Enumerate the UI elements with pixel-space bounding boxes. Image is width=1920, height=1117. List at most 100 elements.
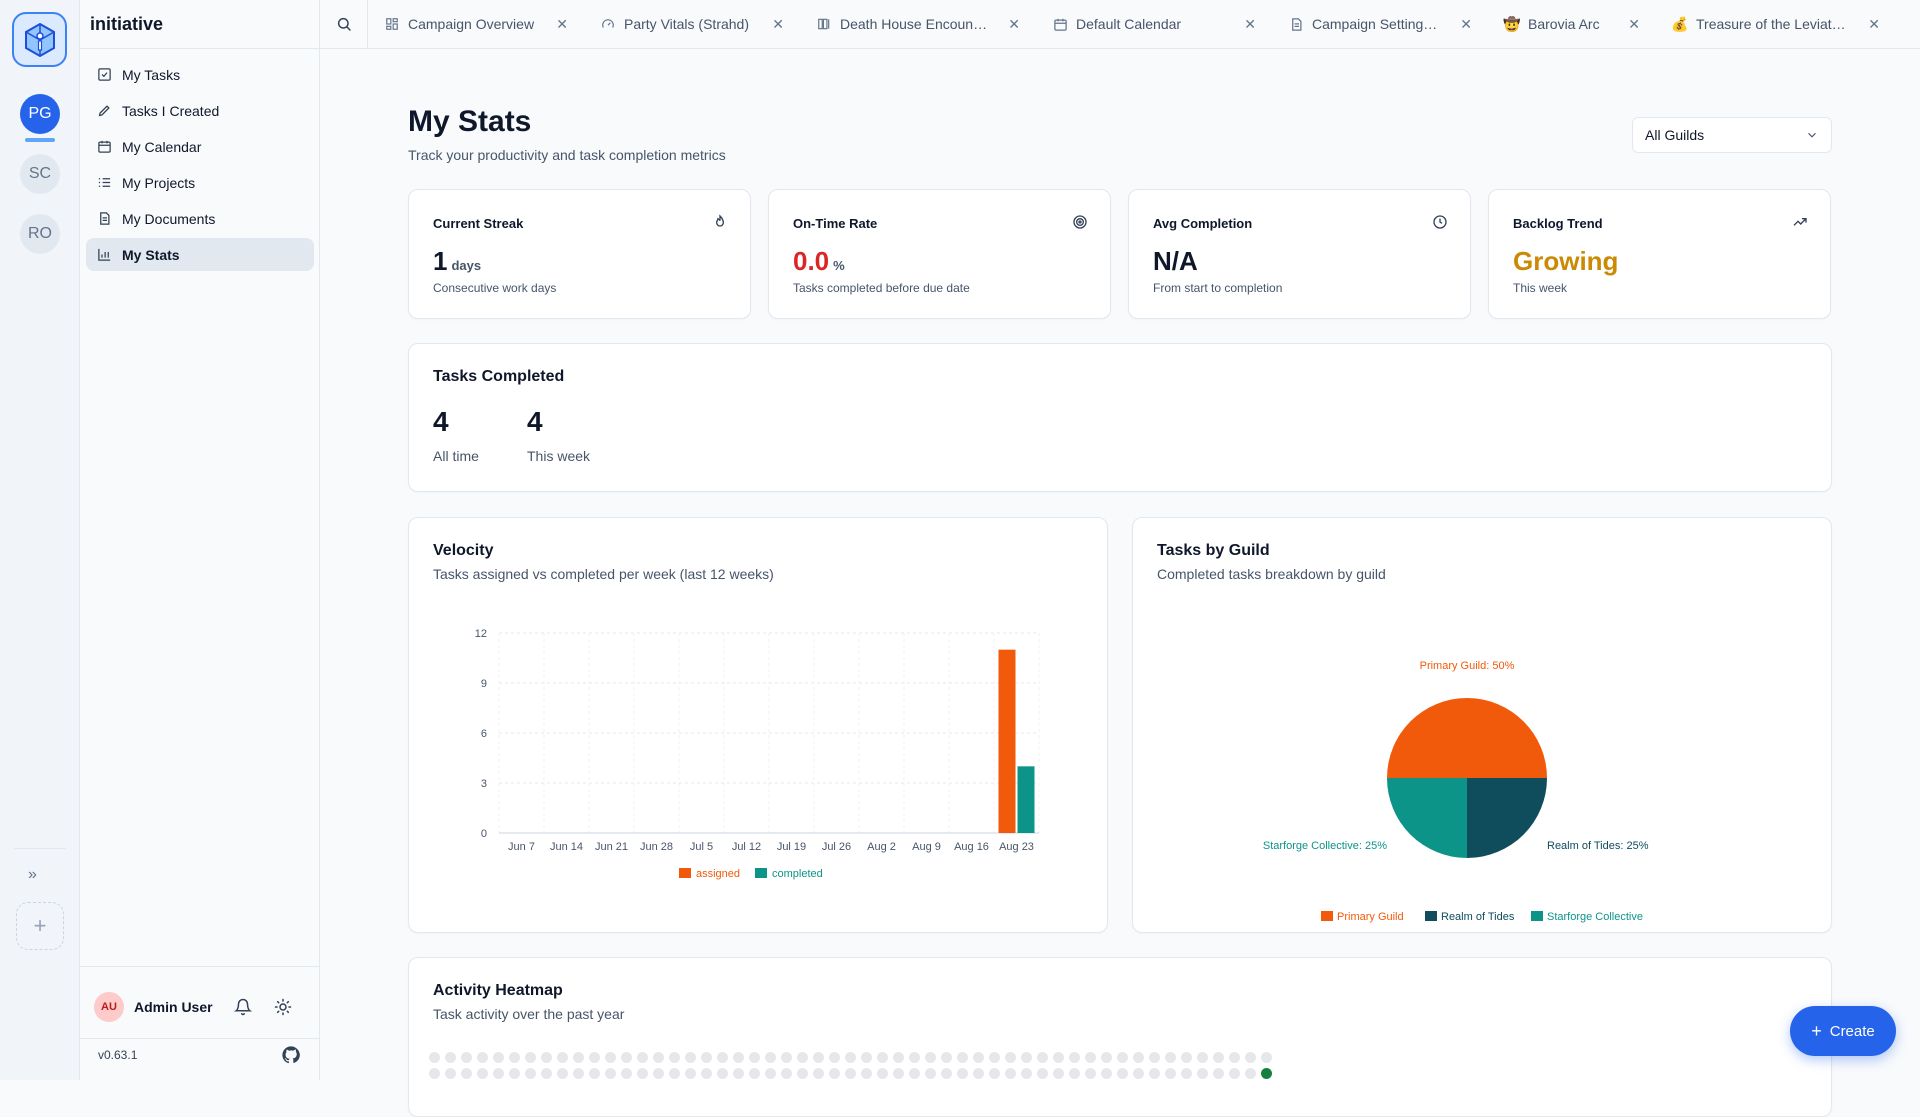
heatmap-cell[interactable] xyxy=(749,1052,760,1063)
heatmap-cell[interactable] xyxy=(621,1068,632,1079)
heatmap-cell[interactable] xyxy=(1005,1052,1016,1063)
close-icon[interactable]: ✕ xyxy=(1008,15,1020,32)
tab-item[interactable]: 💰 Treasure of the Leviathan ✕ xyxy=(1656,0,1896,49)
heatmap-cell[interactable] xyxy=(541,1052,552,1063)
heatmap-cell[interactable] xyxy=(1117,1052,1128,1063)
heatmap-cell[interactable] xyxy=(685,1052,696,1063)
close-icon[interactable]: ✕ xyxy=(556,15,568,32)
sidebar-item-my-calendar[interactable]: My Calendar xyxy=(86,130,314,163)
heatmap-cell[interactable] xyxy=(605,1052,616,1063)
heatmap-cell[interactable] xyxy=(429,1068,440,1079)
heatmap-cell[interactable] xyxy=(1021,1052,1032,1063)
github-icon[interactable] xyxy=(282,1046,300,1069)
close-icon[interactable]: ✕ xyxy=(772,15,784,32)
heatmap-cell[interactable] xyxy=(701,1052,712,1063)
heatmap-cell[interactable] xyxy=(957,1052,968,1063)
guild-filter-select[interactable]: All Guilds xyxy=(1632,117,1832,153)
close-icon[interactable]: ✕ xyxy=(1244,15,1256,32)
heatmap-cell[interactable] xyxy=(1053,1052,1064,1063)
guild-button[interactable]: PG xyxy=(20,94,60,134)
heatmap-cell[interactable] xyxy=(637,1052,648,1063)
heatmap-cell[interactable] xyxy=(1213,1068,1224,1079)
heatmap-cell[interactable] xyxy=(781,1052,792,1063)
heatmap-cell[interactable] xyxy=(701,1068,712,1079)
heatmap-cell[interactable] xyxy=(1213,1052,1224,1063)
app-logo[interactable] xyxy=(12,12,67,67)
heatmap-cell[interactable] xyxy=(733,1068,744,1079)
heatmap-cell[interactable] xyxy=(461,1052,472,1063)
heatmap-cell[interactable] xyxy=(829,1052,840,1063)
heatmap-cell[interactable] xyxy=(589,1052,600,1063)
heatmap-cell[interactable] xyxy=(1261,1068,1272,1079)
sidebar-item-my-tasks[interactable]: My Tasks xyxy=(86,58,314,91)
heatmap-cell[interactable] xyxy=(573,1068,584,1079)
heatmap-cell[interactable] xyxy=(749,1068,760,1079)
close-icon[interactable]: ✕ xyxy=(1868,15,1880,32)
heatmap-cell[interactable] xyxy=(1101,1052,1112,1063)
heatmap-cell[interactable] xyxy=(557,1052,568,1063)
heatmap-cell[interactable] xyxy=(765,1052,776,1063)
heatmap-cell[interactable] xyxy=(1037,1068,1048,1079)
heatmap-cell[interactable] xyxy=(1069,1052,1080,1063)
pie-slice[interactable] xyxy=(1387,698,1547,778)
bar-completed[interactable] xyxy=(1017,766,1035,833)
close-icon[interactable]: ✕ xyxy=(1460,15,1472,32)
sidebar-item-my-stats[interactable]: My Stats xyxy=(86,238,314,271)
sidebar-item-tasks-i-created[interactable]: Tasks I Created xyxy=(86,94,314,127)
heatmap-cell[interactable] xyxy=(669,1052,680,1063)
heatmap-cell[interactable] xyxy=(877,1052,888,1063)
heatmap-cell[interactable] xyxy=(1149,1052,1160,1063)
heatmap-cell[interactable] xyxy=(605,1068,616,1079)
heatmap-cell[interactable] xyxy=(733,1052,744,1063)
tab-item[interactable]: 🤠 Barovia Arc ✕ xyxy=(1488,0,1656,49)
heatmap-cell[interactable] xyxy=(717,1068,728,1079)
sidebar-item-my-projects[interactable]: My Projects xyxy=(86,166,314,199)
heatmap-cell[interactable] xyxy=(1149,1068,1160,1079)
heatmap-cell[interactable] xyxy=(989,1068,1000,1079)
heatmap-cell[interactable] xyxy=(925,1068,936,1079)
heatmap-cell[interactable] xyxy=(797,1052,808,1063)
heatmap-cell[interactable] xyxy=(1245,1052,1256,1063)
heatmap-cell[interactable] xyxy=(573,1052,584,1063)
heatmap-cell[interactable] xyxy=(1165,1068,1176,1079)
heatmap-cell[interactable] xyxy=(1037,1052,1048,1063)
heatmap-cell[interactable] xyxy=(1101,1068,1112,1079)
heatmap-cell[interactable] xyxy=(493,1068,504,1079)
heatmap-cell[interactable] xyxy=(941,1052,952,1063)
heatmap-cell[interactable] xyxy=(637,1068,648,1079)
heatmap-cell[interactable] xyxy=(973,1068,984,1079)
heatmap-cell[interactable] xyxy=(781,1068,792,1079)
heatmap-cell[interactable] xyxy=(1005,1068,1016,1079)
heatmap-cell[interactable] xyxy=(765,1068,776,1079)
heatmap-cell[interactable] xyxy=(509,1068,520,1079)
heatmap-cell[interactable] xyxy=(1133,1052,1144,1063)
heatmap-cell[interactable] xyxy=(1181,1052,1192,1063)
heatmap-cell[interactable] xyxy=(669,1068,680,1079)
expand-sidebar-icon[interactable]: » xyxy=(28,866,37,883)
heatmap-cell[interactable] xyxy=(525,1052,536,1063)
heatmap-cell[interactable] xyxy=(1117,1068,1128,1079)
heatmap-cell[interactable] xyxy=(1133,1068,1144,1079)
heatmap-cell[interactable] xyxy=(429,1052,440,1063)
create-button[interactable]: + Create xyxy=(1790,1006,1896,1056)
heatmap-cell[interactable] xyxy=(653,1068,664,1079)
heatmap-cell[interactable] xyxy=(1053,1068,1064,1079)
heatmap-cell[interactable] xyxy=(797,1068,808,1079)
heatmap-cell[interactable] xyxy=(477,1052,488,1063)
heatmap-cell[interactable] xyxy=(589,1068,600,1079)
sidebar-item-my-documents[interactable]: My Documents xyxy=(86,202,314,235)
heatmap-cell[interactable] xyxy=(813,1068,824,1079)
tab-item[interactable]: Default Calendar ✕ xyxy=(1036,0,1272,49)
heatmap-cell[interactable] xyxy=(1069,1068,1080,1079)
guild-button[interactable]: SC xyxy=(20,154,60,194)
heatmap-cell[interactable] xyxy=(845,1068,856,1079)
tab-item[interactable]: Campaign Overview ✕ xyxy=(368,0,584,49)
heatmap-cell[interactable] xyxy=(973,1052,984,1063)
heatmap-cell[interactable] xyxy=(909,1068,920,1079)
heatmap-cell[interactable] xyxy=(509,1052,520,1063)
bell-icon[interactable] xyxy=(233,998,253,1021)
heatmap-cell[interactable] xyxy=(861,1068,872,1079)
heatmap-cell[interactable] xyxy=(941,1068,952,1079)
heatmap-cell[interactable] xyxy=(829,1068,840,1079)
user-menu[interactable]: AU Admin User xyxy=(94,992,213,1022)
